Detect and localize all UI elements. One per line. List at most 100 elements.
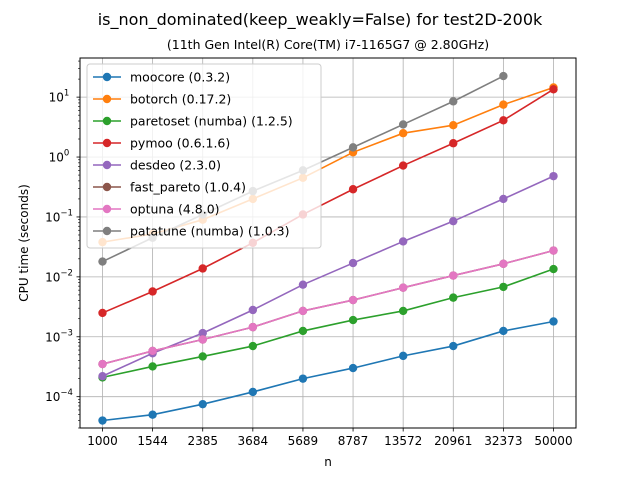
- legend-label: desdeo (2.3.0): [130, 158, 221, 173]
- legend-label: botorch (0.17.2): [130, 92, 231, 107]
- data-point: [398, 120, 408, 129]
- data-point: [499, 116, 508, 125]
- data-point: [198, 328, 207, 338]
- data-point: [298, 306, 308, 316]
- legend-item: paretoset (numba) (1.2.5): [93, 114, 293, 129]
- series-line: [102, 268, 554, 379]
- legend-label: optuna (4.8.0): [130, 202, 220, 217]
- x-tick-label: 1544: [137, 434, 168, 448]
- data-point: [449, 216, 458, 226]
- data-point: [549, 246, 558, 255]
- legend-label: pymoo (0.6.1.6): [130, 136, 230, 151]
- data-point: [398, 237, 408, 246]
- x-ticks: 1000 1544 2385 3684 5689 8787 13572 20961 32373 5…: [87, 428, 573, 448]
- data-point: [348, 363, 358, 373]
- data-point: [198, 399, 207, 409]
- data-point: [549, 264, 558, 274]
- x-tick-label: 20961: [434, 434, 472, 448]
- legend-label: paretoset (numba) (1.2.5): [130, 114, 293, 129]
- y-tick-label: 101: [49, 89, 70, 105]
- legend-box: [86, 63, 322, 249]
- data-point: [348, 143, 358, 152]
- plot-frame: [79, 57, 577, 429]
- y-ticks: 10−4 10−3 10−2 10−1 100 101: [45, 60, 80, 429]
- data-point: [499, 194, 508, 204]
- data-point: [148, 287, 157, 296]
- data-point: [248, 322, 258, 332]
- data-point: [198, 352, 207, 361]
- data-point: [198, 264, 207, 273]
- data-point: [148, 346, 157, 356]
- data-point: [98, 308, 107, 318]
- data-point: [499, 259, 508, 269]
- x-tick-label: 5689: [288, 434, 319, 448]
- y-axis-label: CPU time (seconds): [17, 184, 31, 302]
- data-point: [98, 371, 107, 381]
- y-tick-label: 10−2: [45, 268, 73, 284]
- legend-item: optuna (4.8.0): [93, 202, 220, 217]
- legend-item: moocore (0.3.2): [93, 70, 230, 85]
- data-point: [499, 71, 508, 81]
- data-point: [398, 161, 408, 170]
- legend-label: fast_pareto (1.0.4): [130, 180, 246, 195]
- data-point: [398, 283, 408, 292]
- legend-label: moocore (0.3.2): [130, 70, 230, 85]
- legend-item: patatune (numba) (1.0.3): [93, 224, 289, 239]
- x-tick-label: 3684: [238, 434, 269, 448]
- series-line: [102, 249, 554, 365]
- data-point: [348, 258, 358, 268]
- y-tick-label: 10−1: [45, 208, 73, 224]
- x-tick-label: 2385: [187, 434, 218, 448]
- data-point: [148, 410, 157, 419]
- x-tick-label: 50000: [534, 434, 572, 448]
- data-point: [98, 416, 107, 425]
- legend-item: pymoo (0.6.1.6): [93, 136, 230, 151]
- data-point: [248, 305, 258, 315]
- data-point: [499, 326, 508, 336]
- data-point: [148, 362, 157, 371]
- data-point: [398, 351, 408, 361]
- data-point: [499, 100, 508, 109]
- x-tick-label: 13572: [384, 434, 422, 448]
- chart-title: is_non_dominated(keep_weakly=False) for …: [98, 10, 543, 30]
- series-5: [98, 246, 558, 369]
- data-point: [298, 374, 308, 383]
- series-line: [102, 175, 554, 377]
- legend: moocore (0.3.2) botorch (0.17.2) paretoset…: [86, 63, 322, 249]
- data-point: [549, 171, 558, 181]
- data-point: [298, 280, 308, 289]
- chart-subtitle: (11th Gen Intel(R) Core(TM) i7-1165G7 @ …: [167, 37, 489, 52]
- data-point: [549, 317, 558, 326]
- data-point: [348, 295, 358, 305]
- data-point: [449, 293, 458, 302]
- data-point: [198, 335, 207, 344]
- x-tick-label: 1000: [87, 434, 118, 448]
- series-line: [102, 88, 554, 314]
- data-point: [449, 271, 458, 280]
- series-0: [98, 317, 558, 425]
- data-point: [549, 85, 558, 94]
- data-point: [248, 341, 258, 351]
- data-point: [298, 326, 308, 336]
- y-tick-label: 10−4: [45, 388, 73, 404]
- data-point: [398, 129, 408, 138]
- legend-item: desdeo (2.3.0): [93, 158, 221, 173]
- series-6: [98, 246, 558, 369]
- data-point: [348, 185, 358, 194]
- data-point: [499, 282, 508, 292]
- series-line: [102, 320, 554, 422]
- data-point: [449, 139, 458, 148]
- data-point: [98, 359, 107, 369]
- data-point: [398, 306, 408, 316]
- x-tick-label: 8787: [338, 434, 369, 448]
- series-4: [98, 171, 558, 381]
- legend-item: fast_pareto (1.0.4): [93, 180, 246, 195]
- data-point: [449, 341, 458, 351]
- series-2: [98, 264, 558, 382]
- y-tick-label: 10−3: [45, 328, 73, 344]
- data-point: [248, 387, 258, 397]
- data-point: [449, 121, 458, 130]
- y-tick-label: 100: [49, 149, 70, 165]
- series-layer: [98, 71, 558, 425]
